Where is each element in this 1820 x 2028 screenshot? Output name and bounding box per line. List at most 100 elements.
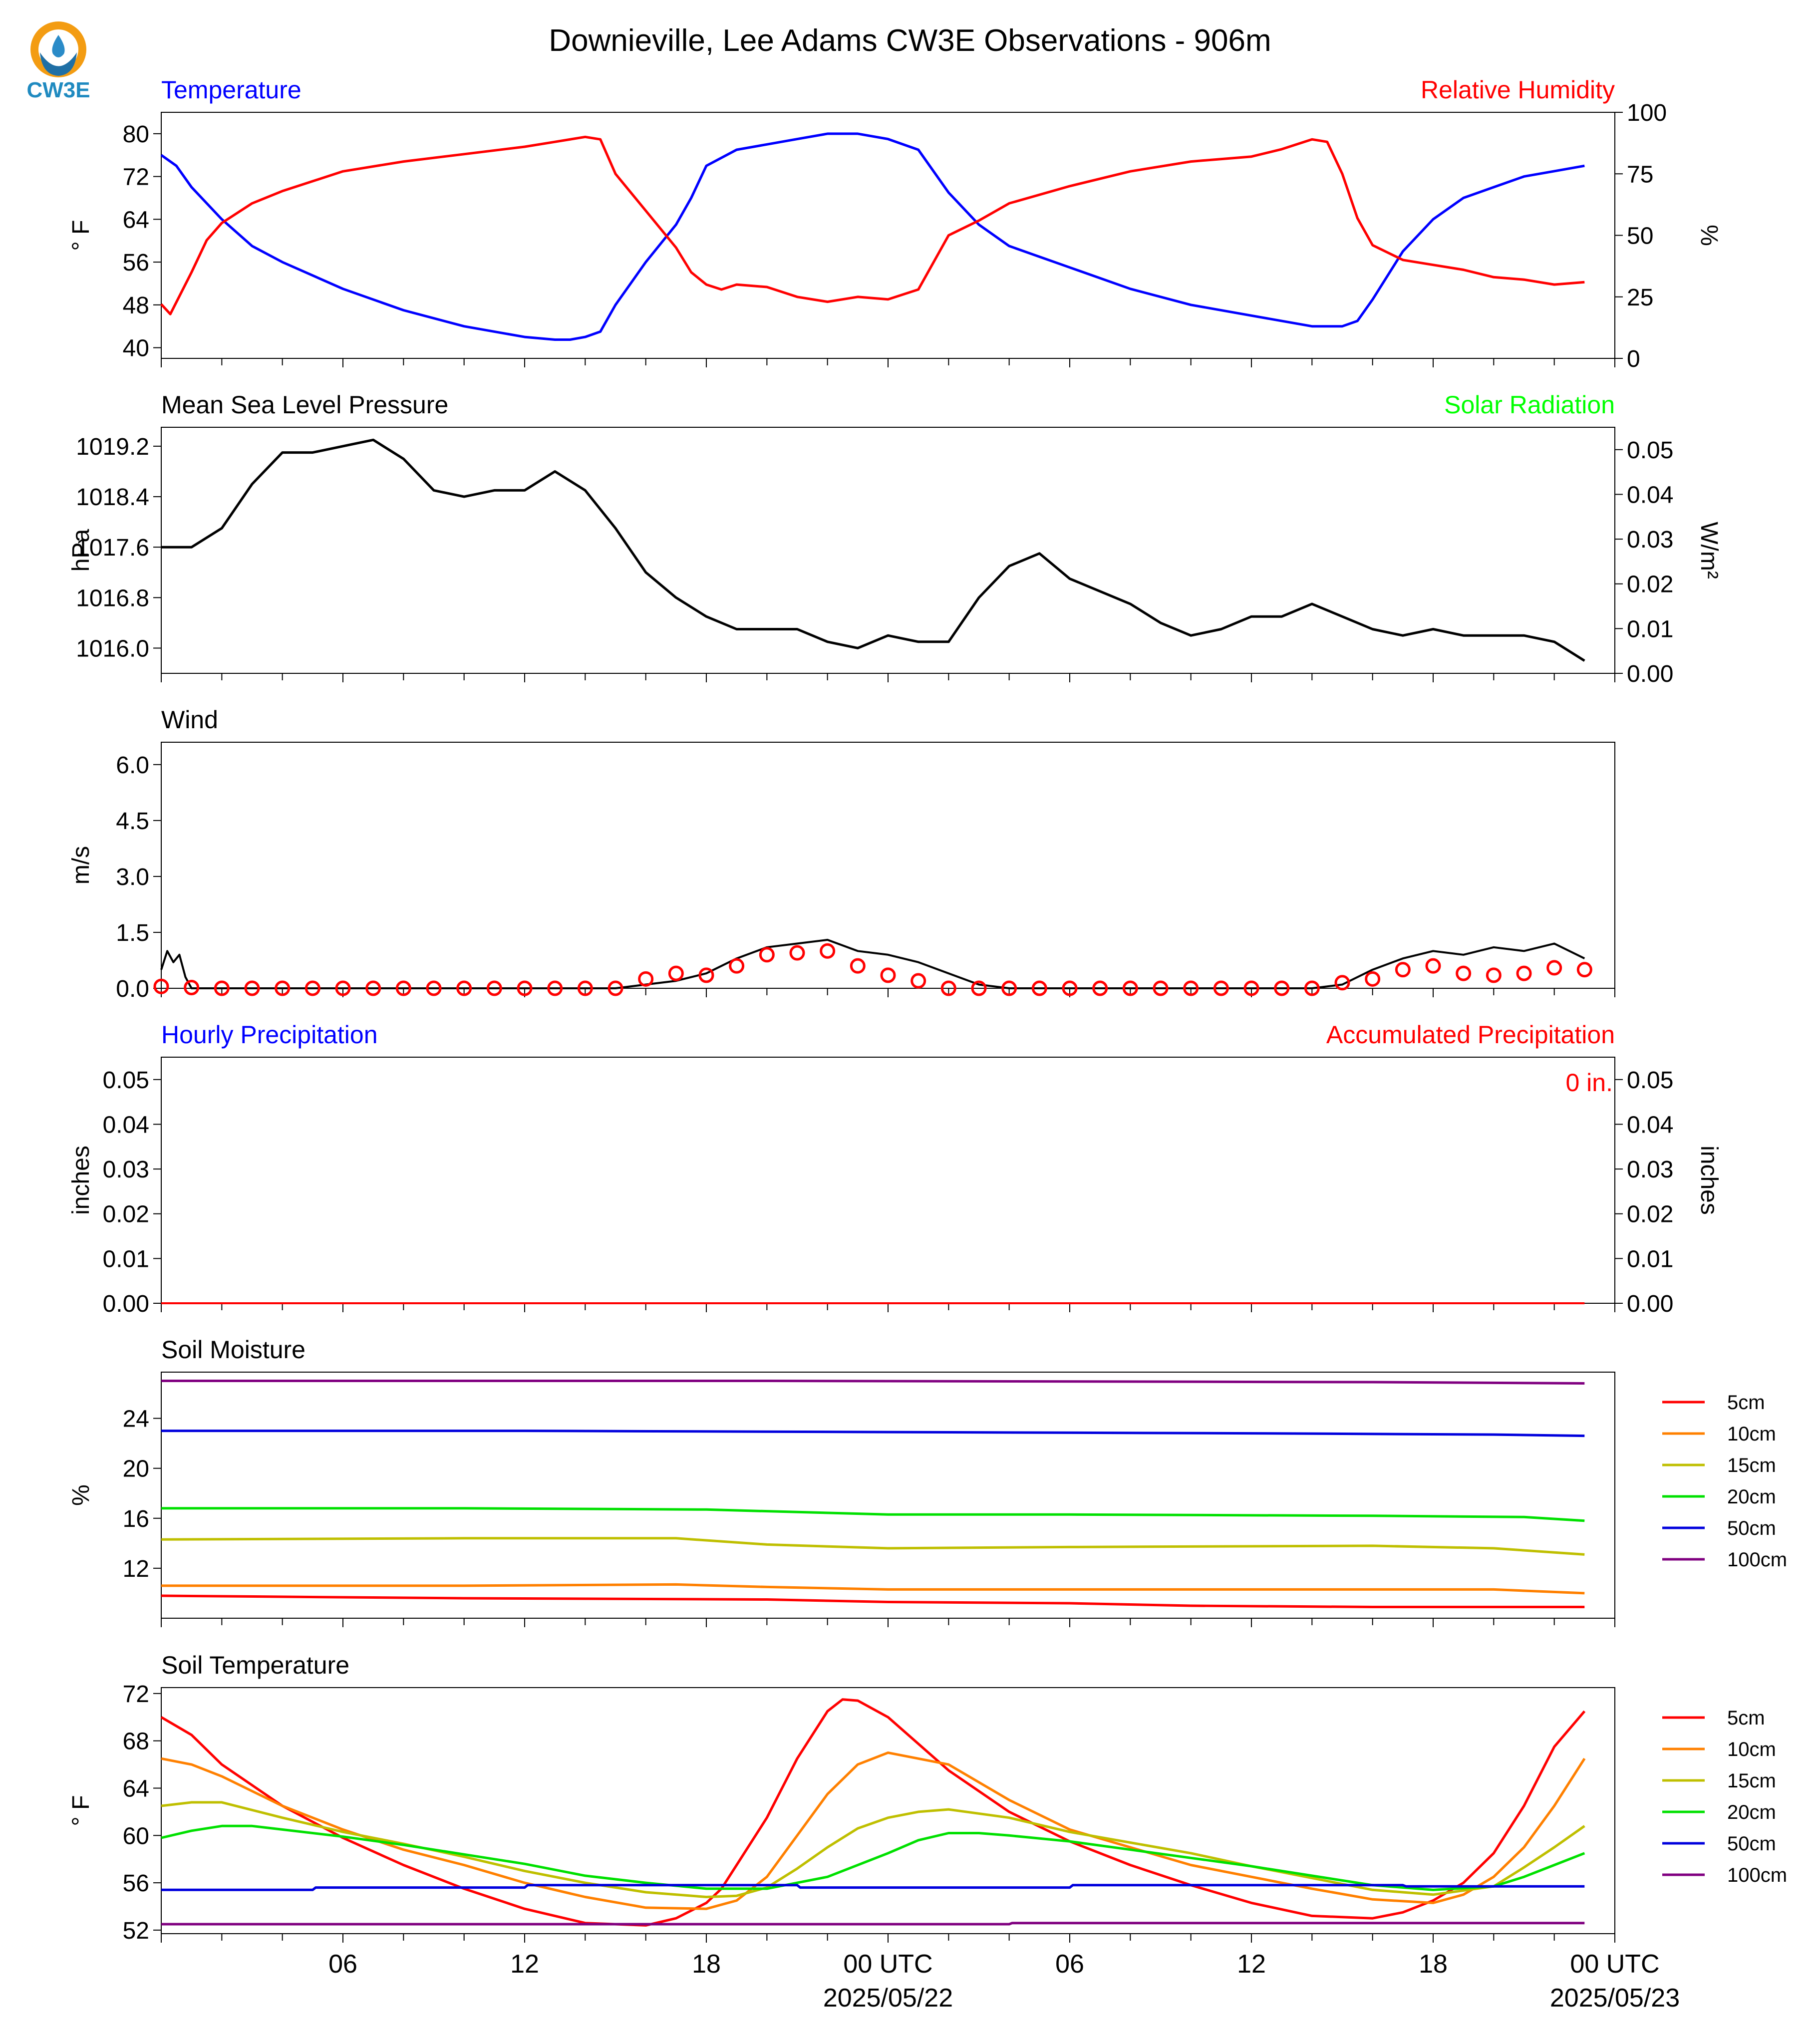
wind-mean-marker	[304, 980, 320, 996]
series-line-20cm	[161, 1507, 1585, 1522]
series-line-wind	[160, 938, 1585, 989]
date-label: 2025/05/22	[823, 1984, 953, 2013]
xtick-label: 18	[692, 1950, 721, 1979]
wind-mean-marker	[395, 980, 411, 996]
wind-mean-marker	[1456, 965, 1472, 981]
ytick-label-left: 52	[123, 1918, 149, 1944]
wind-mean-marker	[214, 980, 230, 996]
ytick-label-left: 6.0	[116, 752, 149, 779]
panel-5: Soil Moisture 12 16 20 24% 5cm 10cm 15cm 20cm 50c…	[68, 1336, 1787, 1627]
xtick-label: 00 UTC	[1570, 1950, 1659, 1979]
ytick-label-left: 40	[123, 335, 149, 362]
ytick-label-left: 0.00	[103, 1291, 149, 1317]
wind-mean-marker	[335, 980, 351, 996]
legend-label: 100cm	[1727, 1864, 1787, 1886]
wind-mean-marker	[850, 958, 866, 974]
panel-title-right: Accumulated Precipitation	[1326, 1021, 1615, 1049]
series-line-50cm	[161, 1430, 1585, 1438]
wind-mean-marker	[456, 980, 472, 996]
ytick-label-left: 1017.6	[76, 535, 149, 561]
wind-mean-marker	[365, 980, 381, 996]
legend-label: 50cm	[1727, 1517, 1776, 1539]
ylabel-right: W/m²	[1696, 522, 1722, 579]
ytick-label-left: 12	[123, 1556, 149, 1582]
wind-mean-marker	[275, 980, 291, 996]
ytick-label-left: 0.0	[116, 976, 149, 1002]
wind-mean-marker	[547, 980, 563, 996]
ylabel-left: ° F	[68, 220, 94, 251]
wind-mean-marker	[1243, 980, 1259, 996]
ytick-label-right: 0.00	[1627, 661, 1673, 687]
ylabel-left: %	[68, 1484, 94, 1506]
wind-mean-marker	[1516, 965, 1532, 981]
series-line-50cm	[161, 1884, 1585, 1891]
ytick-label-right: 0.04	[1627, 1112, 1673, 1138]
wind-mean-marker	[1062, 980, 1078, 996]
ytick-label-left: 72	[123, 1681, 149, 1708]
chart-title: Downieville, Lee Adams CW3E Observations…	[549, 23, 1271, 58]
wind-mean-marker	[1153, 980, 1169, 996]
ytick-label-left: 1018.4	[76, 484, 149, 511]
panel-title-right: Solar Radiation	[1444, 391, 1615, 419]
xtick-label: 06	[1055, 1950, 1084, 1979]
ylabel-left: hPa	[68, 529, 94, 572]
xtick-label: 12	[510, 1950, 539, 1979]
wind-mean-marker	[1576, 962, 1592, 978]
wind-mean-marker	[759, 947, 775, 963]
ytick-label-left: 64	[123, 1775, 149, 1802]
ytick-label-left: 1019.2	[76, 434, 149, 460]
legend-label: 20cm	[1727, 1486, 1776, 1508]
panel-title-left: Mean Sea Level Pressure	[161, 391, 448, 419]
panel-1: Temperature Relative Humidity 40 48 56 64 72 80…	[68, 76, 1722, 372]
ytick-label-left: 0.01	[103, 1246, 149, 1272]
ytick-label-left: 1.5	[116, 920, 149, 946]
wind-mean-marker	[1001, 980, 1017, 996]
ytick-label-right: 100	[1627, 100, 1667, 126]
wind-mean-marker	[1395, 962, 1411, 978]
cw3e-logo: CW3E	[26, 21, 90, 102]
ytick-label-right: 0.05	[1627, 1067, 1673, 1094]
panel-title-left: Wind	[161, 706, 218, 734]
ytick-label-right: 0.00	[1627, 1291, 1673, 1317]
ylabel-right: inches	[1696, 1146, 1722, 1215]
panel-3: Wind 0.0 1.5 3.0 4.5 6.0 m/s	[68, 706, 1615, 1002]
ytick-label-left: 60	[123, 1823, 149, 1849]
panel-6: Soil Temperature 52 56 60 64 68 72 ° F 5cm 10cm 15…	[68, 1651, 1787, 1944]
panel-title-left: Hourly Precipitation	[161, 1021, 378, 1049]
ytick-label-right: 0	[1627, 346, 1640, 372]
wind-mean-marker	[1546, 960, 1562, 976]
series-line-temperature	[160, 132, 1585, 341]
wind-mean-marker	[638, 971, 654, 987]
ytick-label-left: 1016.8	[76, 585, 149, 611]
legend-label: 5cm	[1727, 1392, 1765, 1414]
ytick-label-right: 0.05	[1627, 437, 1673, 464]
wind-mean-marker	[486, 980, 502, 996]
wind-mean-marker	[184, 980, 200, 996]
ytick-label-right: 0.03	[1627, 1157, 1673, 1183]
series-line-10cm	[161, 1751, 1586, 1910]
ytick-label-left: 48	[123, 292, 149, 319]
legend-label: 100cm	[1727, 1549, 1787, 1571]
ytick-label-left: 1016.0	[76, 635, 149, 662]
wind-mean-marker	[1304, 980, 1320, 996]
series-line-pressure	[161, 438, 1585, 662]
wind-mean-marker	[426, 980, 442, 996]
ylabel-right: %	[1696, 225, 1722, 246]
ytick-label-left: 0.02	[103, 1201, 149, 1228]
wind-mean-marker	[607, 980, 623, 996]
ytick-label-right: 0.01	[1627, 616, 1673, 642]
ylabel-left: ° F	[68, 1795, 94, 1826]
xtick-label: 18	[1419, 1950, 1448, 1979]
ytick-label-left: 16	[123, 1506, 149, 1532]
wind-mean-marker	[880, 967, 896, 983]
wind-mean-marker	[1425, 958, 1441, 974]
legend-label: 5cm	[1727, 1707, 1765, 1729]
wind-mean-marker	[1122, 980, 1138, 996]
wind-mean-marker	[729, 958, 745, 974]
legend-label: 20cm	[1727, 1801, 1776, 1823]
wind-mean-marker	[1213, 980, 1229, 996]
xtick-label: 12	[1237, 1950, 1266, 1979]
ytick-label-right: 75	[1627, 161, 1653, 188]
wind-mean-marker	[1365, 971, 1381, 987]
wind-mean-marker	[1274, 980, 1290, 996]
